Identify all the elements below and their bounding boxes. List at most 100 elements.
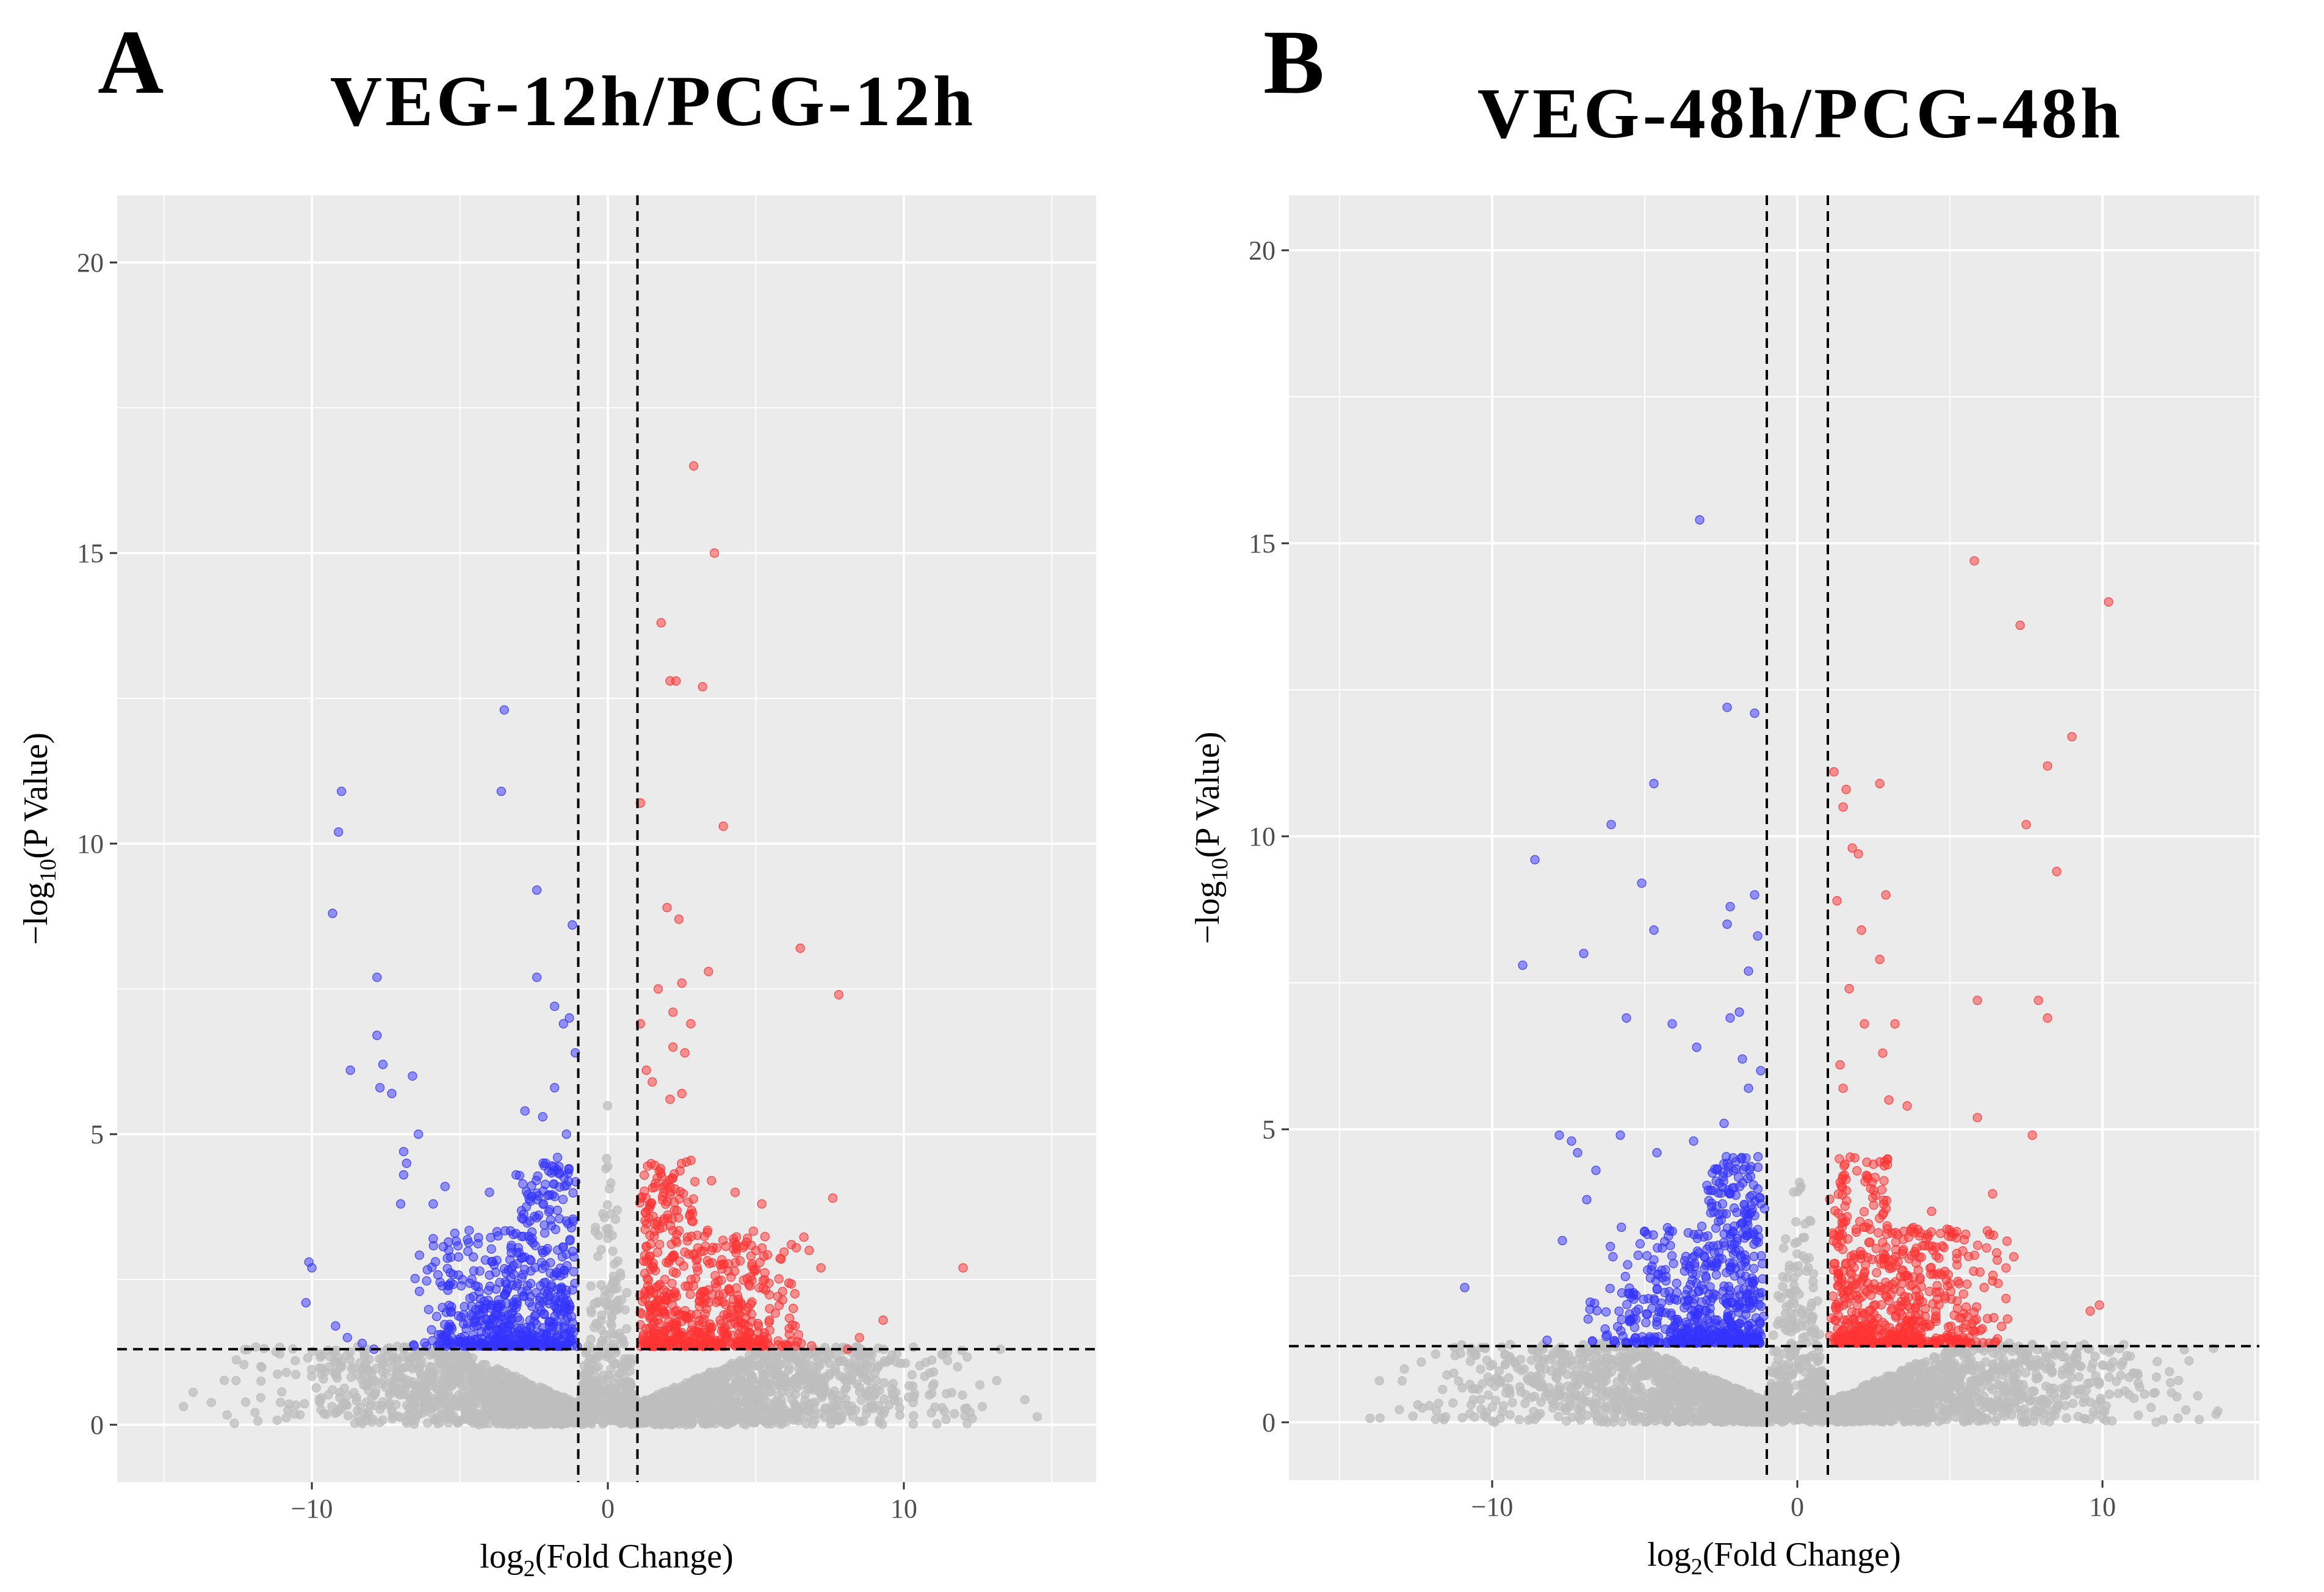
data-point [422, 1265, 432, 1275]
data-point [690, 1391, 699, 1400]
panel-letter-b: B [1263, 12, 1324, 113]
data-point [680, 1048, 690, 1058]
data-point [602, 1101, 613, 1110]
data-point [408, 1071, 417, 1081]
data-point [508, 1261, 518, 1271]
data-point [689, 1334, 699, 1344]
data-point [706, 1372, 716, 1382]
x-tick-label: 10 [2089, 1492, 2116, 1522]
data-point [564, 1304, 574, 1315]
data-point [646, 1239, 655, 1249]
data-point [709, 548, 720, 558]
data-point [644, 1323, 655, 1333]
data-point [774, 1418, 784, 1428]
data-point [431, 1381, 441, 1391]
data-point [561, 1129, 571, 1139]
data-point [1484, 1390, 1493, 1400]
data-point [547, 1282, 557, 1292]
data-point [496, 1379, 505, 1389]
data-point [836, 1391, 846, 1400]
data-point [513, 1323, 522, 1333]
data-point [604, 1184, 615, 1194]
data-point [540, 1228, 550, 1238]
data-point [1470, 1412, 1479, 1422]
data-point [745, 1395, 754, 1406]
data-point [977, 1402, 987, 1411]
data-point [345, 1355, 355, 1365]
data-point [774, 1360, 784, 1370]
data-point [395, 1199, 406, 1209]
data-point [875, 1406, 886, 1416]
data-point [668, 1042, 678, 1052]
data-point [1553, 1412, 1564, 1422]
data-point [569, 1267, 579, 1276]
data-point [803, 1373, 813, 1383]
data-point [491, 1267, 500, 1277]
y-tick-label: 5 [1262, 1115, 1276, 1145]
data-point [675, 1256, 685, 1266]
data-point [467, 1401, 478, 1411]
y-axis-label-sub: 10 [1207, 858, 1233, 881]
data-point [675, 1166, 685, 1176]
data-point [545, 1205, 555, 1215]
data-point [726, 1272, 736, 1282]
data-point [534, 1391, 544, 1401]
data-point [477, 1417, 486, 1427]
data-point [659, 1326, 668, 1336]
data-point [413, 1350, 423, 1359]
data-point [616, 1295, 627, 1304]
data-point [370, 1400, 380, 1411]
data-point [702, 1381, 712, 1391]
data-point [722, 1330, 732, 1340]
data-point [480, 1386, 491, 1396]
data-point [257, 1362, 267, 1372]
data-point [546, 1328, 556, 1338]
data-point [520, 1402, 530, 1412]
data-point [650, 1300, 660, 1309]
data-point [281, 1413, 291, 1422]
data-point [405, 1394, 415, 1403]
data-point [699, 1293, 709, 1303]
data-point [704, 966, 713, 977]
data-point [416, 1369, 425, 1379]
data-point [430, 1415, 440, 1425]
data-point [521, 1187, 532, 1196]
data-point [513, 1383, 523, 1393]
data-point [444, 1280, 454, 1290]
data-point [640, 1170, 649, 1180]
data-point [721, 1300, 731, 1309]
data-point [731, 1373, 740, 1383]
data-point [485, 1281, 495, 1291]
data-point [699, 1394, 709, 1405]
data-point [345, 1065, 355, 1075]
data-point [731, 1240, 741, 1250]
data-point [496, 786, 507, 796]
data-point [643, 1161, 652, 1171]
x-axis-label-sub: 2 [524, 1556, 535, 1582]
data-point [685, 1414, 695, 1424]
data-point [323, 1390, 333, 1400]
data-point [562, 1296, 572, 1306]
data-point [516, 1338, 526, 1348]
data-point [463, 1246, 473, 1256]
data-point [453, 1418, 463, 1428]
data-point [424, 1304, 433, 1314]
data-point [774, 1274, 784, 1284]
data-point [851, 1405, 861, 1415]
data-point [738, 1419, 748, 1428]
data-point [488, 1399, 497, 1409]
data-point [743, 1328, 753, 1338]
data-point [2104, 1389, 2114, 1399]
data-point [648, 1077, 657, 1087]
data-point [908, 1381, 918, 1391]
data-point [674, 1400, 684, 1409]
data-point [693, 1243, 703, 1253]
data-point [627, 1419, 637, 1428]
data-point [671, 676, 681, 686]
data-point [670, 1184, 680, 1194]
data-point [677, 1381, 687, 1391]
data-point [402, 1158, 411, 1168]
data-point [678, 1310, 688, 1320]
